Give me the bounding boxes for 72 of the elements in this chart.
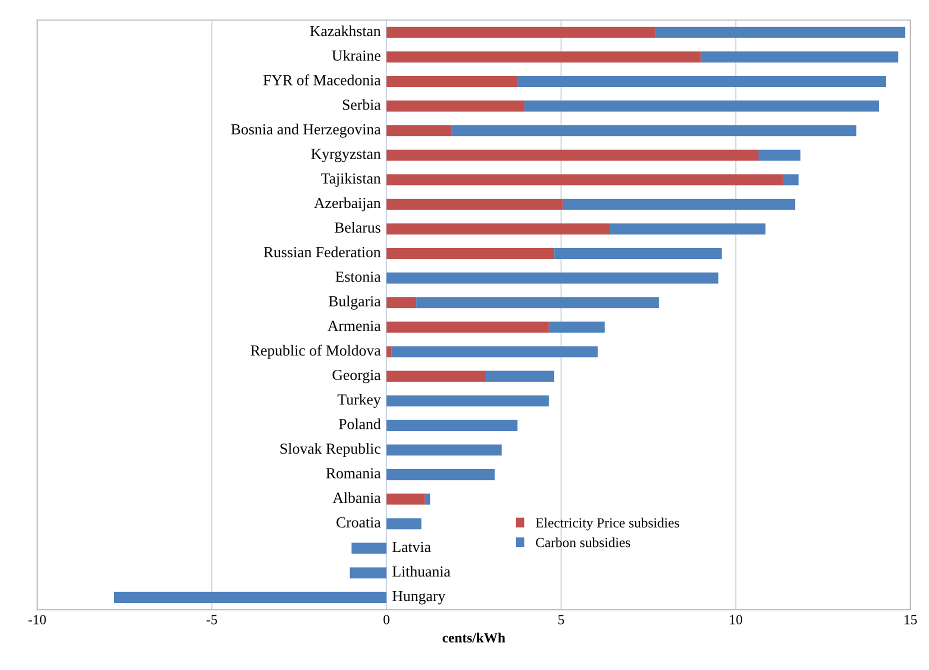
bar [610, 223, 766, 234]
y-tick-label: Georgia [332, 370, 381, 384]
x-tick-label: -5 [206, 615, 218, 624]
bar [386, 223, 610, 234]
bar [655, 26, 906, 38]
x-tick-label: -10 [28, 614, 46, 624]
y-tick-label: Russian Federation [264, 246, 381, 258]
legend-label: Carbon subsidies [536, 537, 630, 548]
y-tick-label: Kyrgyzstan [311, 148, 381, 162]
y-tick-label: FYR of Macedonia [263, 74, 381, 86]
y-tick-label: Ukraine [332, 50, 380, 61]
bar [782, 174, 799, 186]
bar [386, 125, 452, 136]
bar [554, 248, 722, 260]
bar [386, 174, 783, 186]
bar [386, 51, 701, 62]
bar [392, 346, 598, 358]
bar [386, 150, 758, 161]
y-tick-label: Belarus [334, 222, 380, 233]
bar [386, 272, 718, 284]
bar [386, 469, 495, 480]
bar [486, 370, 554, 382]
y-tick-label: Croatia [336, 517, 381, 528]
bar [386, 444, 502, 456]
x-axis-title: cents/kWh [442, 632, 506, 643]
y-tick-label: Hungary [392, 591, 446, 604]
y-tick-label: Bosnia and Herzegovina [231, 124, 381, 138]
y-tick-label: Tajikistan [321, 172, 381, 187]
bar [114, 592, 386, 603]
y-tick-label: Serbia [342, 99, 381, 110]
y-tick-label: Albania [332, 492, 381, 503]
x-tick-label: 5 [558, 615, 564, 624]
y-tick-label: Romania [326, 468, 381, 478]
bar [386, 322, 549, 333]
bar [424, 494, 430, 505]
y-tick-label: Lithuania [392, 566, 450, 577]
bar [451, 125, 856, 136]
y-tick-label: Armenia [328, 320, 381, 332]
y-tick-label: Turkey [338, 394, 381, 408]
x-tick-label: 0 [384, 614, 390, 624]
bar [562, 198, 796, 210]
bar [416, 297, 659, 308]
legend-label: Electricity Price subsidies [536, 518, 680, 530]
bar [524, 100, 879, 112]
bar [548, 322, 605, 333]
bar [386, 248, 554, 260]
x-tick-label: 15 [904, 615, 917, 624]
bar [386, 76, 518, 88]
bar [700, 51, 898, 62]
y-tick-label: Azerbaijan [314, 197, 381, 212]
bar [386, 198, 563, 210]
x-tick-label: 10 [730, 614, 742, 624]
bar [386, 494, 425, 505]
y-tick-label: Republic of Moldova [250, 344, 381, 359]
bar [352, 542, 386, 554]
bar [350, 567, 386, 578]
bar [386, 297, 416, 308]
bar [517, 76, 886, 88]
y-tick-label: Kazakhstan [310, 25, 381, 36]
bar [386, 26, 656, 38]
bar [386, 100, 524, 112]
bar [386, 346, 392, 358]
bar [386, 518, 422, 530]
bar [386, 420, 518, 431]
bar [758, 150, 800, 161]
y-tick-label: Latvia [392, 542, 431, 552]
y-tick-label: Estonia [336, 272, 381, 282]
y-tick-label: Poland [338, 418, 381, 430]
bar [386, 395, 549, 406]
y-tick-label: Bulgaria [328, 296, 381, 310]
bar [386, 370, 486, 382]
y-tick-label: Slovak Republic [280, 443, 380, 457]
